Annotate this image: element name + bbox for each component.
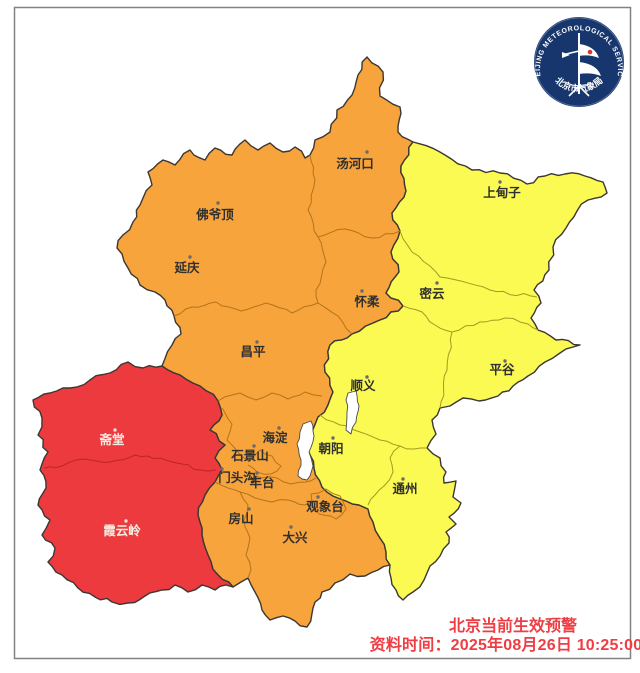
district-border-15 bbox=[451, 317, 539, 333]
district-border-13 bbox=[399, 230, 538, 298]
district-border-14 bbox=[402, 305, 453, 333]
weather-vane-icon bbox=[561, 33, 601, 97]
district-border-9 bbox=[214, 481, 241, 493]
district-label-tongzhou: 通州 bbox=[392, 481, 417, 496]
station-dot-changping bbox=[255, 340, 259, 344]
station-dot-foyeding bbox=[216, 201, 220, 205]
district-label-zhaitang: 斋堂 bbox=[98, 432, 124, 447]
district-border-12 bbox=[310, 488, 347, 520]
district-border-10 bbox=[239, 491, 252, 579]
station-dot-shangdianzi bbox=[498, 180, 502, 184]
district-label-xiayunling: 霞云岭 bbox=[103, 523, 141, 538]
yellow-warning-region bbox=[307, 141, 608, 601]
district-border-3 bbox=[173, 301, 319, 317]
station-dot-miyun bbox=[435, 281, 439, 285]
district-border-11 bbox=[239, 491, 317, 506]
district-border-5 bbox=[217, 391, 323, 402]
station-dot-tongzhou bbox=[401, 477, 405, 481]
district-border-17 bbox=[319, 414, 427, 450]
district-label-pinggu: 平谷 bbox=[489, 362, 515, 377]
district-border-0 bbox=[307, 154, 319, 238]
logo-ring bbox=[534, 17, 624, 107]
district-border-8 bbox=[249, 471, 317, 485]
logo-red-dot bbox=[587, 49, 593, 55]
district-label-miyun: 密云 bbox=[418, 286, 445, 301]
station-dot-guanxiangtai bbox=[316, 495, 320, 499]
district-label-fengtai: 丰台 bbox=[249, 475, 274, 490]
station-dot-huairou bbox=[360, 289, 364, 293]
district-label-chaoyang: 朝阳 bbox=[318, 441, 343, 456]
station-dot-haidian bbox=[277, 426, 281, 430]
district-label-fangshan: 房山 bbox=[228, 511, 253, 526]
district-border-6 bbox=[221, 407, 249, 461]
district-border-1 bbox=[317, 228, 401, 239]
district-border-4 bbox=[317, 302, 353, 335]
district-label-haidian: 海淀 bbox=[262, 430, 288, 445]
district-border-16 bbox=[439, 331, 453, 409]
station-dot-fangshan bbox=[247, 507, 251, 511]
district-label-yanqing: 延庆 bbox=[173, 260, 200, 275]
district-label-huairou: 怀柔 bbox=[354, 294, 380, 309]
district-label-mentougou: 门头沟 bbox=[218, 470, 256, 485]
district-label-foyeding: 佛爷顶 bbox=[195, 207, 234, 222]
beijing-meteorological-service-logo: BEIJING METEOROLOGICAL SERVICE 北京市气象局 bbox=[533, 16, 624, 107]
station-dot-fengtai bbox=[255, 471, 259, 475]
station-dot-yanqing bbox=[188, 255, 192, 259]
station-dot-tanghekou bbox=[365, 150, 369, 154]
station-dot-shijingshan bbox=[252, 444, 256, 448]
district-border-19 bbox=[43, 454, 217, 472]
district-border-2 bbox=[315, 236, 327, 304]
station-dot-daxing bbox=[289, 525, 293, 529]
district-label-guanxiangtai: 观象台 bbox=[306, 499, 344, 514]
station-dot-shunyi bbox=[365, 375, 369, 379]
district-label-shijingshan: 石景山 bbox=[230, 448, 269, 463]
district-label-daxing: 大兴 bbox=[282, 530, 308, 545]
district-label-changping: 昌平 bbox=[240, 344, 266, 359]
map-frame bbox=[13, 6, 632, 660]
district-border-18 bbox=[367, 445, 401, 506]
station-dot-pinggu bbox=[503, 359, 507, 363]
station-dot-mentougou bbox=[220, 467, 224, 471]
district-label-shangdianzi: 上甸子 bbox=[483, 185, 521, 200]
city-center-area bbox=[296, 420, 315, 481]
district-label-tanghekou: 汤河口 bbox=[336, 156, 374, 171]
district-label-shunyi: 顺义 bbox=[350, 378, 376, 393]
capital-airport-area bbox=[345, 390, 360, 435]
station-dot-chaoyang bbox=[331, 436, 335, 440]
red-warning-region bbox=[32, 361, 234, 606]
station-dot-xiayunling bbox=[124, 519, 128, 523]
station-dot-zhaitang bbox=[113, 428, 117, 432]
